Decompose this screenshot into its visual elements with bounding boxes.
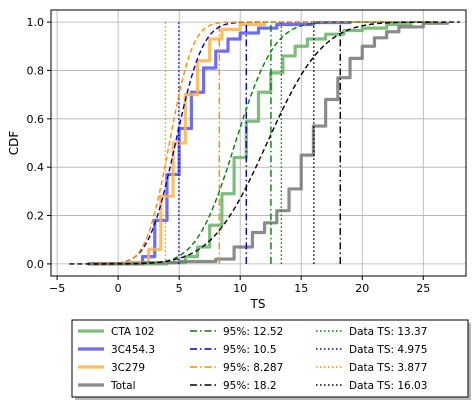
x-tick-label: 0 xyxy=(115,282,122,295)
y-axis-label: CDF xyxy=(7,131,21,156)
legend-label: 95%: 12.52 xyxy=(223,326,283,338)
fit-curve-3c279-fit xyxy=(93,21,436,265)
x-tick-label: 20 xyxy=(355,282,369,295)
x-tick-label: 25 xyxy=(416,282,430,295)
plot-area xyxy=(69,20,460,266)
legend-label: 3C279 xyxy=(111,362,145,374)
y-tick-label: 0.4 xyxy=(27,161,45,174)
axes: −5 0 5 10 15 20 25 0.0 0.2 0.4 0.6 0.8 1.0 xyxy=(27,9,467,295)
x-tick-label: 5 xyxy=(176,282,183,295)
legend-label: Data TS: 16.03 xyxy=(349,380,427,392)
x-tick-label: −5 xyxy=(49,282,65,295)
x-tick-label: 10 xyxy=(233,282,247,295)
y-tick-label: 0.0 xyxy=(27,258,45,271)
legend-label: 95%: 10.5 xyxy=(223,344,277,356)
legend: CTA 102 3C454.3 3C279 Total 95%: 12.52 95%: 1… xyxy=(71,319,471,400)
cdf-line-3c454-3 xyxy=(87,20,352,266)
axes-frame xyxy=(50,9,467,277)
legend-label: Total xyxy=(110,380,136,392)
cdf-line-3c279 xyxy=(87,22,267,266)
y-tick-label: 1.0 xyxy=(27,16,45,29)
x-axis-label: TS xyxy=(250,297,266,311)
legend-label: 3C454.3 xyxy=(111,344,155,356)
legend-label: CTA 102 xyxy=(111,326,155,338)
legend-label: Data TS: 3.877 xyxy=(349,362,427,374)
legend-box xyxy=(71,319,469,398)
x-tick-label: 15 xyxy=(294,282,308,295)
y-tick-label: 0.6 xyxy=(27,113,45,126)
grid xyxy=(51,10,466,276)
legend-label: Data TS: 13.37 xyxy=(349,326,427,338)
legend-label: Data TS: 4.975 xyxy=(349,344,427,356)
legend-label: 95%: 8.287 xyxy=(223,362,283,374)
fit-curve-total-fit xyxy=(69,21,460,265)
y-tick-label: 0.8 xyxy=(27,64,45,77)
legend-label: 95%: 18.2 xyxy=(223,380,277,392)
y-tick-label: 0.2 xyxy=(27,210,45,223)
